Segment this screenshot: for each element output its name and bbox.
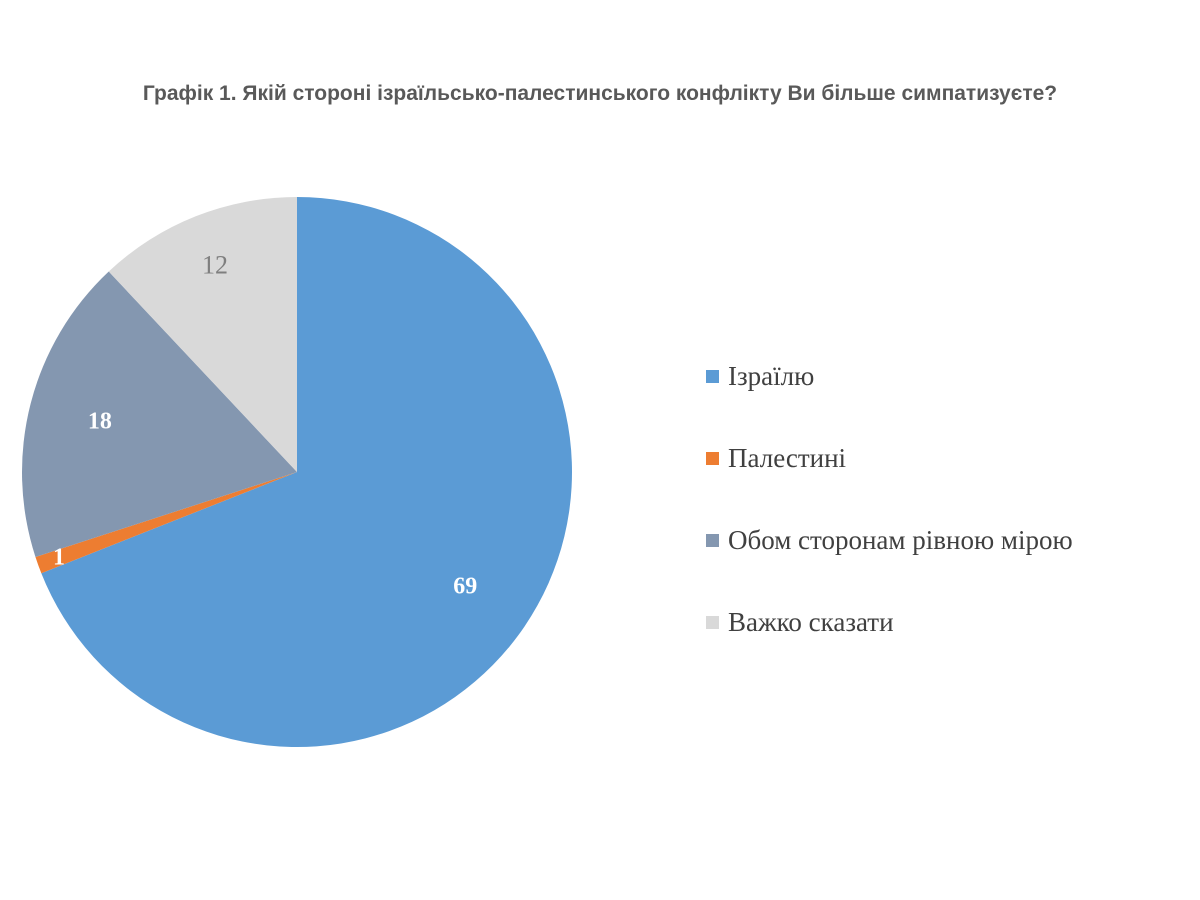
legend-item-hard-to-say: Важко сказати (706, 602, 1073, 642)
legend-item-israel: Ізраїлю (706, 356, 1073, 396)
legend-label: Палестині (728, 442, 847, 473)
legend-swatch (706, 615, 719, 629)
legend-label: Ізраїлю (728, 360, 815, 391)
data-label-hard-to-say: 12 (202, 250, 228, 279)
legend-item-both-sides: Обом сторонам рівною мірою (706, 520, 1073, 560)
data-label-palestine: 1 (53, 545, 65, 571)
slice-israel (41, 197, 573, 747)
legend: Ізраїлю Палестині Обом сторонам рівною м… (706, 356, 1073, 684)
chart-title: Графік 1. Якій стороні ізраїльсько-палес… (142, 82, 1058, 105)
legend-label: Важко сказати (728, 606, 894, 637)
data-label-both-sides: 18 (88, 408, 112, 434)
data-label-israel: 69 (453, 573, 477, 599)
legend-label: Обом сторонам рівною мірою (728, 524, 1073, 555)
legend-swatch (706, 533, 719, 547)
slice-hard-to-say (108, 197, 297, 472)
legend-swatch (706, 451, 719, 465)
legend-swatch (706, 369, 719, 383)
slice-palestine (35, 472, 297, 574)
slice-both-sides (22, 271, 298, 557)
legend-item-palestine: Палестині (706, 438, 1073, 478)
